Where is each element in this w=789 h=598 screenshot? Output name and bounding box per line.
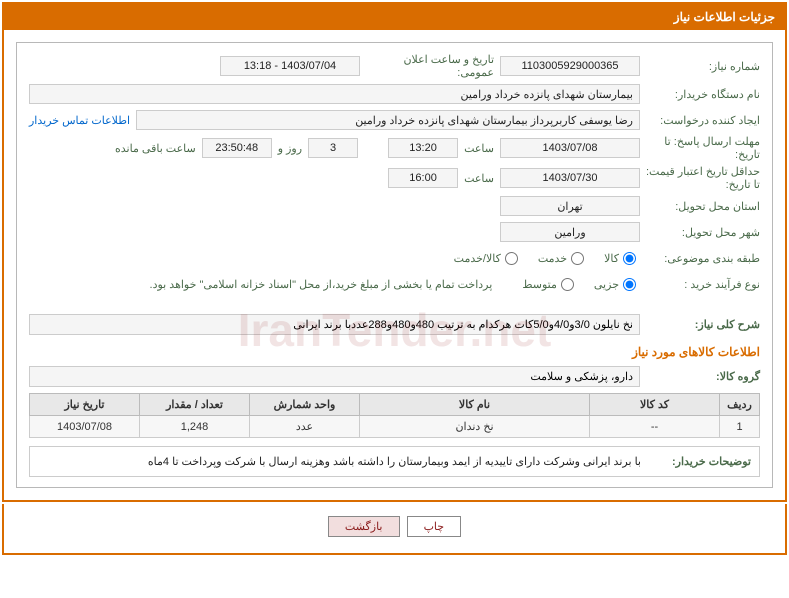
cell-code: -- <box>590 416 720 438</box>
days-count: 3 <box>308 138 358 158</box>
cell-qty: 1,248 <box>140 416 250 438</box>
deadline-label: مهلت ارسال پاسخ: تا تاریخ: <box>640 135 760 161</box>
cat-both-radio[interactable] <box>505 252 518 265</box>
cat-goods-option[interactable]: کالا <box>588 252 636 265</box>
announce-label: تاریخ و ساعت اعلان عمومی: <box>360 53 500 79</box>
buyer-note-box: توضیحات خریدار: با برند ایرانی وشرکت دار… <box>29 446 760 477</box>
table-header-row: ردیف کد کالا نام کالا واحد شمارش تعداد /… <box>30 394 760 416</box>
validity-date: 1403/07/30 <box>500 168 640 188</box>
summary-value: نخ نایلون 3/0و4/0و5/0کات هرکدام به ترتیب… <box>29 314 640 335</box>
th-row: ردیف <box>720 394 760 416</box>
province-label: استان محل تحویل: <box>640 200 760 213</box>
buyer-org-value: بیمارستان شهدای پانزده خرداد ورامین <box>29 84 640 104</box>
proc-medium-option[interactable]: متوسط <box>506 278 574 291</box>
remaining-time: 23:50:48 <box>202 138 272 158</box>
need-no-value: 1103005929000365 <box>500 56 640 76</box>
group-value: دارو، پزشکی و سلامت <box>29 366 640 387</box>
panel-title: جزئیات اطلاعات نیاز <box>674 10 775 24</box>
need-no-label: شماره نیاز: <box>640 60 760 73</box>
details-panel: IranTender.net شماره نیاز: 1103005929000… <box>16 42 773 488</box>
back-button[interactable]: بازگشت <box>328 516 400 537</box>
creator-value: رضا یوسفی کاربرپرداز بیمارستان شهدای پان… <box>136 110 640 130</box>
creator-label: ایجاد کننده درخواست: <box>640 114 760 127</box>
city-label: شهر محل تحویل: <box>640 226 760 239</box>
print-button[interactable]: چاپ <box>407 516 462 537</box>
proc-medium-radio[interactable] <box>561 278 574 291</box>
city-value: ورامین <box>500 222 640 242</box>
summary-label: شرح کلی نیاز: <box>640 318 760 331</box>
table-row: 1 -- نخ دندان عدد 1,248 1403/07/08 <box>30 416 760 438</box>
buyer-org-label: نام دستگاه خریدار: <box>640 88 760 101</box>
panel-header: جزئیات اطلاعات نیاز <box>4 4 785 30</box>
deadline-date: 1403/07/08 <box>500 138 640 158</box>
cell-date: 1403/07/08 <box>30 416 140 438</box>
cell-name: نخ دندان <box>360 416 590 438</box>
time-label-1: ساعت <box>458 142 500 155</box>
province-value: تهران <box>500 196 640 216</box>
time-label-2: ساعت <box>458 172 500 185</box>
category-label: طبقه بندی موضوعی: <box>640 252 760 265</box>
contact-link[interactable]: اطلاعات تماس خریدار <box>29 114 136 127</box>
action-row: چاپ بازگشت <box>2 504 787 555</box>
th-unit: واحد شمارش <box>250 394 360 416</box>
deadline-time: 13:20 <box>388 138 458 158</box>
th-date: تاریخ نیاز <box>30 394 140 416</box>
validity-label: حداقل تاریخ اعتبار قیمت: تا تاریخ: <box>640 165 760 191</box>
group-label: گروه کالا: <box>640 370 760 383</box>
th-name: نام کالا <box>360 394 590 416</box>
remaining-label: ساعت باقی مانده <box>109 142 202 155</box>
th-code: کد کالا <box>590 394 720 416</box>
cat-service-option[interactable]: خدمت <box>522 252 584 265</box>
process-note: پرداخت تمام یا بخشی از مبلغ خرید،از محل … <box>150 278 503 291</box>
days-and-label: روز و <box>272 142 308 155</box>
validity-time: 16:00 <box>388 168 458 188</box>
buyer-note-label: توضیحات خریدار: <box>651 455 751 468</box>
cat-both-option[interactable]: کالا/خدمت <box>438 252 518 265</box>
proc-partial-option[interactable]: جزیی <box>578 278 636 291</box>
goods-section-header: اطلاعات کالاهای مورد نیاز <box>29 345 760 359</box>
th-qty: تعداد / مقدار <box>140 394 250 416</box>
buyer-note-text: با برند ایرانی وشرکت دارای تاییدیه از ای… <box>38 455 641 468</box>
proc-partial-radio[interactable] <box>623 278 636 291</box>
cell-row: 1 <box>720 416 760 438</box>
cell-unit: عدد <box>250 416 360 438</box>
process-label: نوع فرآیند خرید : <box>640 278 760 291</box>
cat-service-radio[interactable] <box>571 252 584 265</box>
cat-goods-radio[interactable] <box>623 252 636 265</box>
announce-value: 1403/07/04 - 13:18 <box>220 56 360 76</box>
goods-table: ردیف کد کالا نام کالا واحد شمارش تعداد /… <box>29 393 760 438</box>
